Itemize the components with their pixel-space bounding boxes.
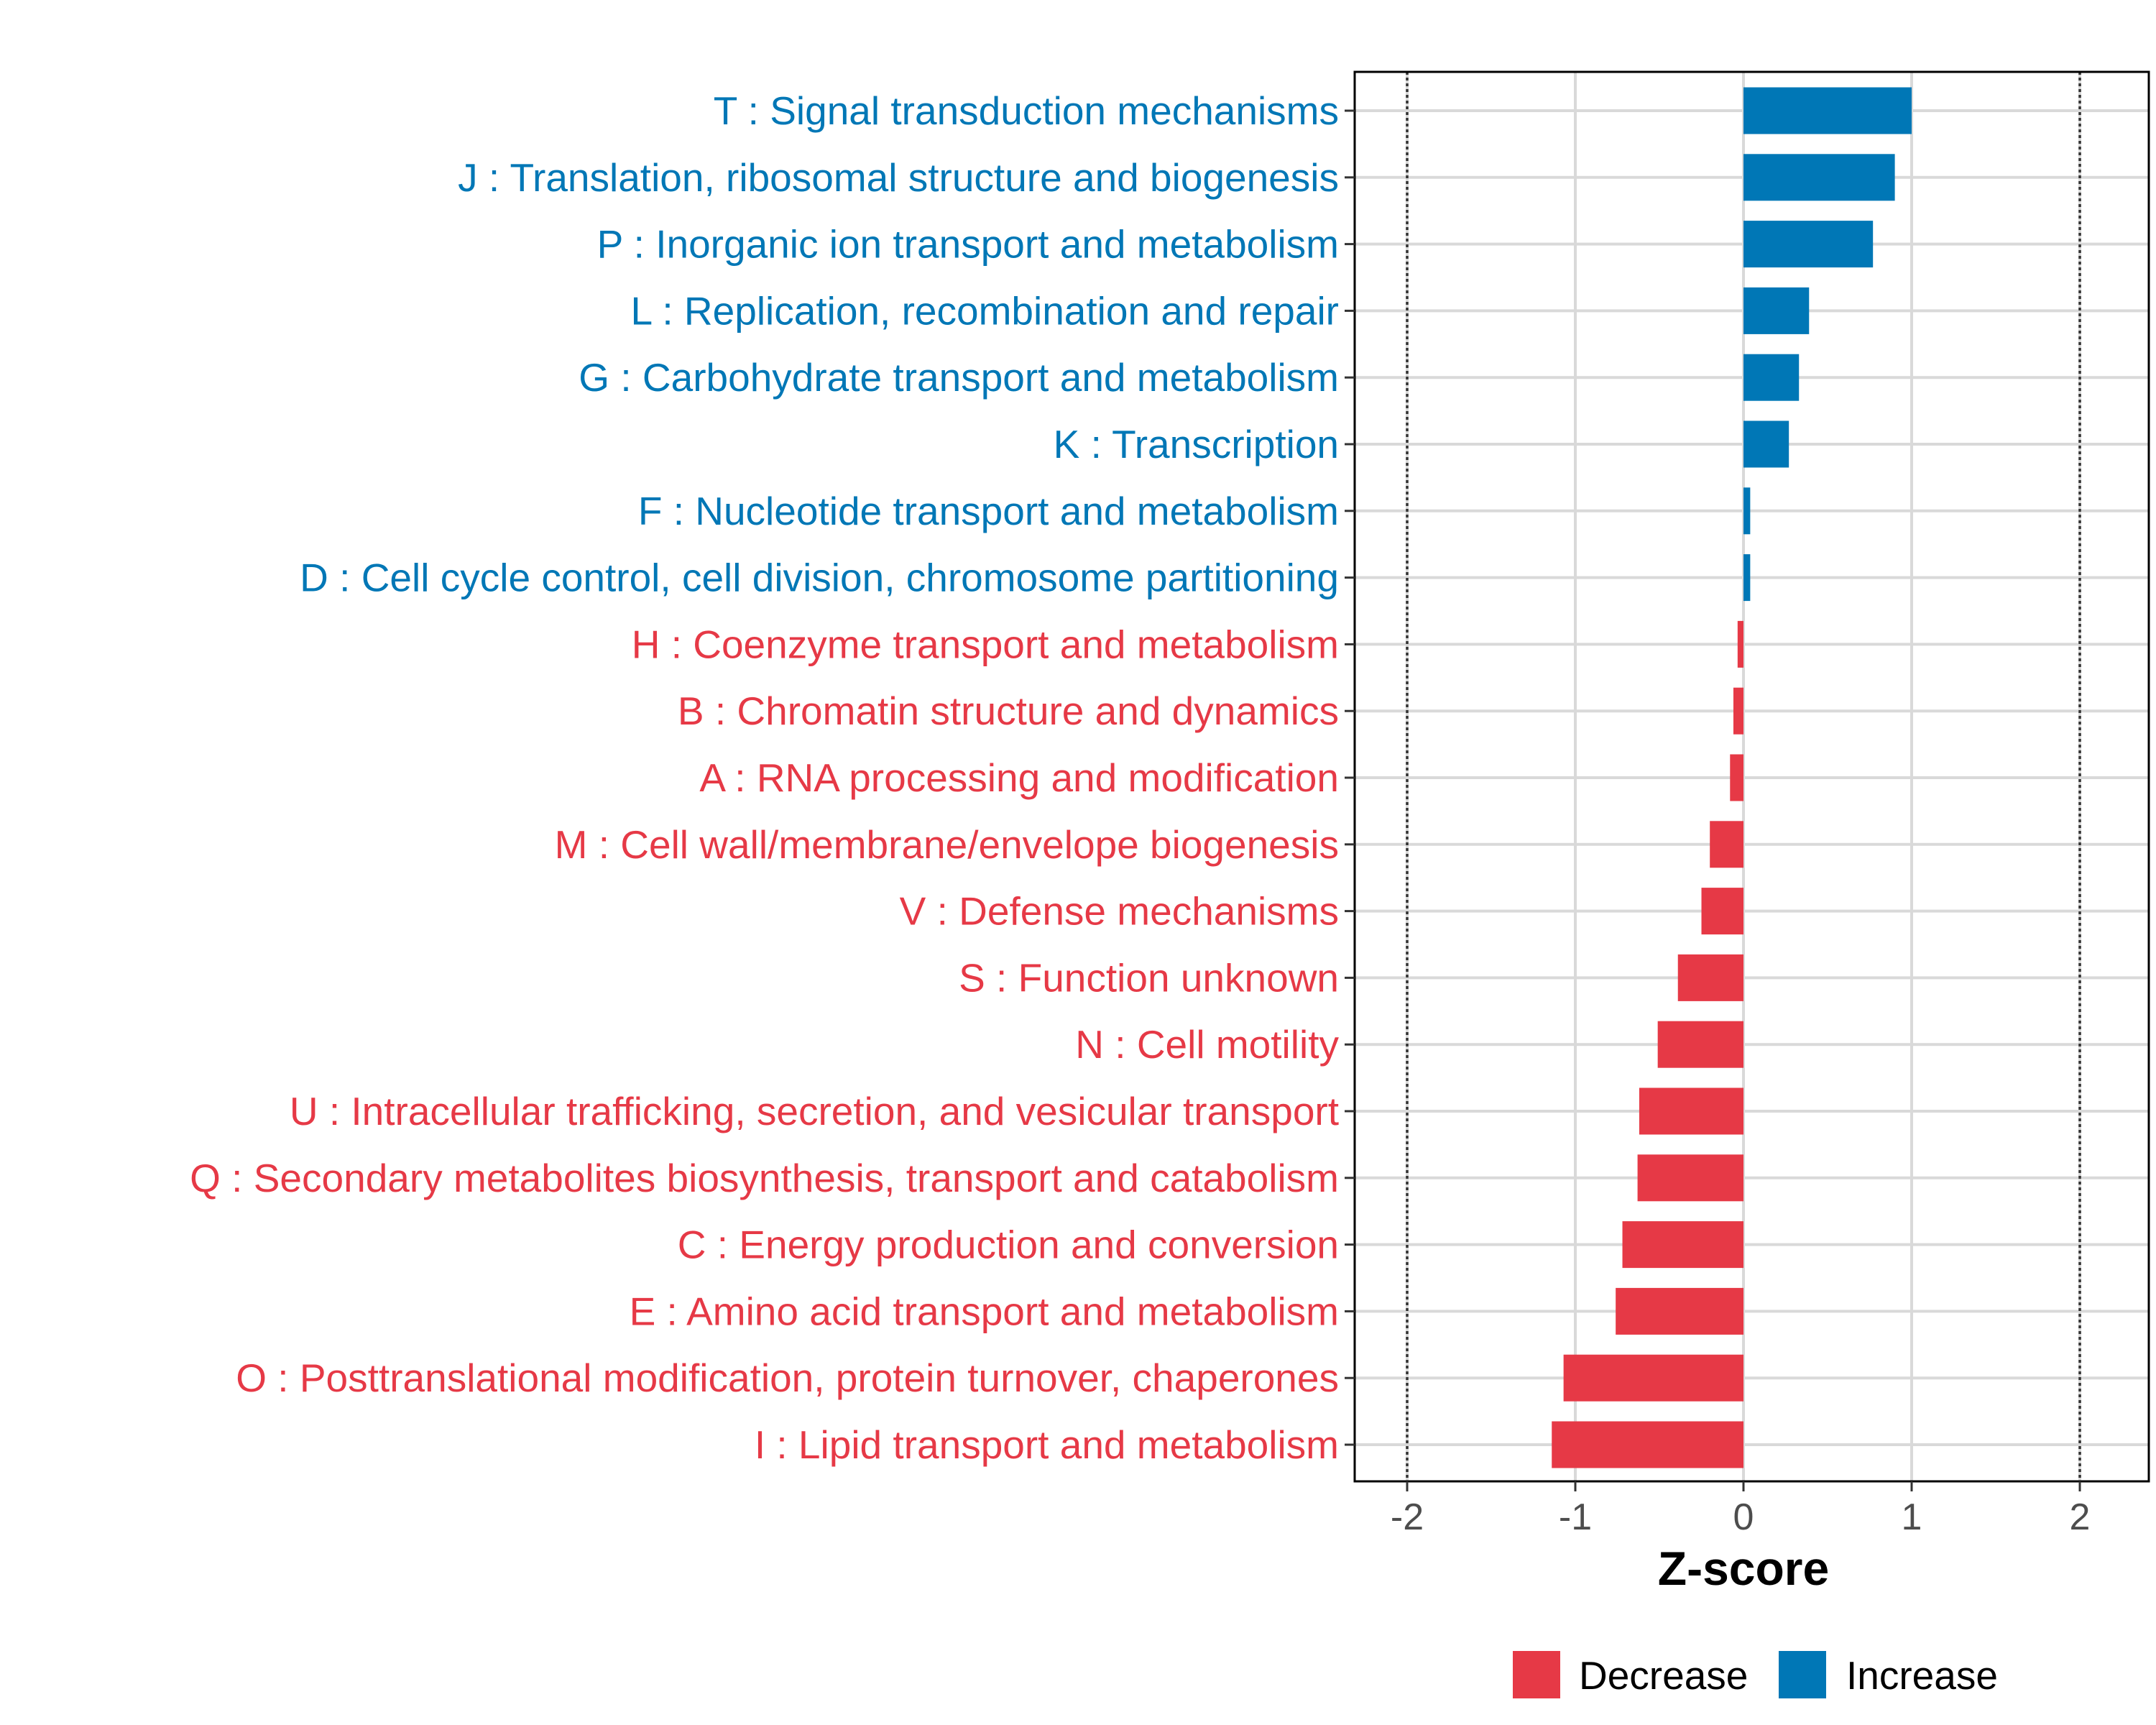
- category-label: B : Chromatin structure and dynamics: [678, 689, 1339, 733]
- category-label: K : Transcription: [1054, 422, 1339, 466]
- category-label: L : Replication, recombination and repai…: [631, 288, 1339, 333]
- x-axis-ticks: -2 -1 0 1 2: [1391, 1481, 2091, 1538]
- bar: [1743, 154, 1895, 201]
- reference-lines: [1406, 72, 2081, 1481]
- legend-key-decrease: [1513, 1651, 1560, 1698]
- x-tick-label: 2: [2070, 1496, 2091, 1538]
- bar: [1733, 687, 1743, 735]
- category-label: F : Nucleotide transport and metabolism: [638, 489, 1339, 533]
- category-label: C : Energy production and conversion: [678, 1223, 1339, 1267]
- bar: [1743, 487, 1751, 535]
- category-label: P : Inorganic ion transport and metaboli…: [597, 222, 1339, 267]
- bar: [1637, 1154, 1743, 1202]
- bar: [1677, 954, 1743, 1001]
- bar: [1563, 1354, 1743, 1402]
- bar: [1743, 87, 1912, 134]
- x-tick-label: 1: [1902, 1496, 1922, 1538]
- bar: [1622, 1221, 1743, 1269]
- category-label: O : Posttranslational modification, prot…: [236, 1356, 1339, 1400]
- category-label: N : Cell motility: [1075, 1022, 1339, 1067]
- bar: [1710, 821, 1743, 868]
- bar: [1743, 554, 1751, 602]
- x-tick-label: -1: [1559, 1496, 1592, 1538]
- bar: [1616, 1287, 1743, 1335]
- bar: [1743, 354, 1800, 401]
- x-tick-label: 0: [1733, 1496, 1754, 1538]
- bar: [1701, 888, 1743, 935]
- bar: [1743, 287, 1810, 334]
- bar: [1552, 1421, 1743, 1468]
- category-labels: T : Signal transduction mechanisms J : Tr…: [190, 88, 1355, 1467]
- category-label: H : Coenzyme transport and metabolism: [632, 622, 1339, 666]
- bar: [1657, 1021, 1743, 1068]
- category-label: V : Defense mechanisms: [900, 889, 1339, 934]
- category-label: I : Lipid transport and metabolism: [755, 1422, 1339, 1467]
- category-label: M : Cell wall/membrane/envelope biogenes…: [555, 822, 1339, 867]
- category-label: U : Intracellular trafficking, secretion…: [290, 1089, 1339, 1133]
- bar: [1737, 620, 1743, 668]
- x-axis-title: Z-score: [1658, 1542, 1829, 1595]
- category-label: T : Signal transduction mechanisms: [714, 88, 1339, 133]
- category-label: S : Function unknown: [959, 955, 1339, 1000]
- legend: Decrease Increase: [1513, 1651, 1998, 1698]
- bar: [1730, 754, 1743, 801]
- category-label: E : Amino acid transport and metabolism: [630, 1289, 1339, 1333]
- legend-label-increase: Increase: [1846, 1653, 1998, 1698]
- bar: [1639, 1087, 1743, 1135]
- category-label: A : RNA processing and modification: [699, 755, 1339, 800]
- bar: [1743, 221, 1874, 268]
- category-label: Q : Secondary metabolites biosynthesis, …: [190, 1156, 1339, 1200]
- bar: [1743, 420, 1789, 468]
- legend-label-decrease: Decrease: [1579, 1653, 1748, 1698]
- bars: [1552, 87, 1912, 1468]
- x-tick-label: -2: [1391, 1496, 1424, 1538]
- legend-key-increase: [1779, 1651, 1826, 1698]
- category-label: J : Translation, ribosomal structure and…: [458, 155, 1339, 200]
- category-label: G : Carbohydrate transport and metabolis…: [579, 355, 1339, 400]
- category-label: D : Cell cycle control, cell division, c…: [300, 556, 1339, 600]
- grid-lines: [1355, 72, 2149, 1481]
